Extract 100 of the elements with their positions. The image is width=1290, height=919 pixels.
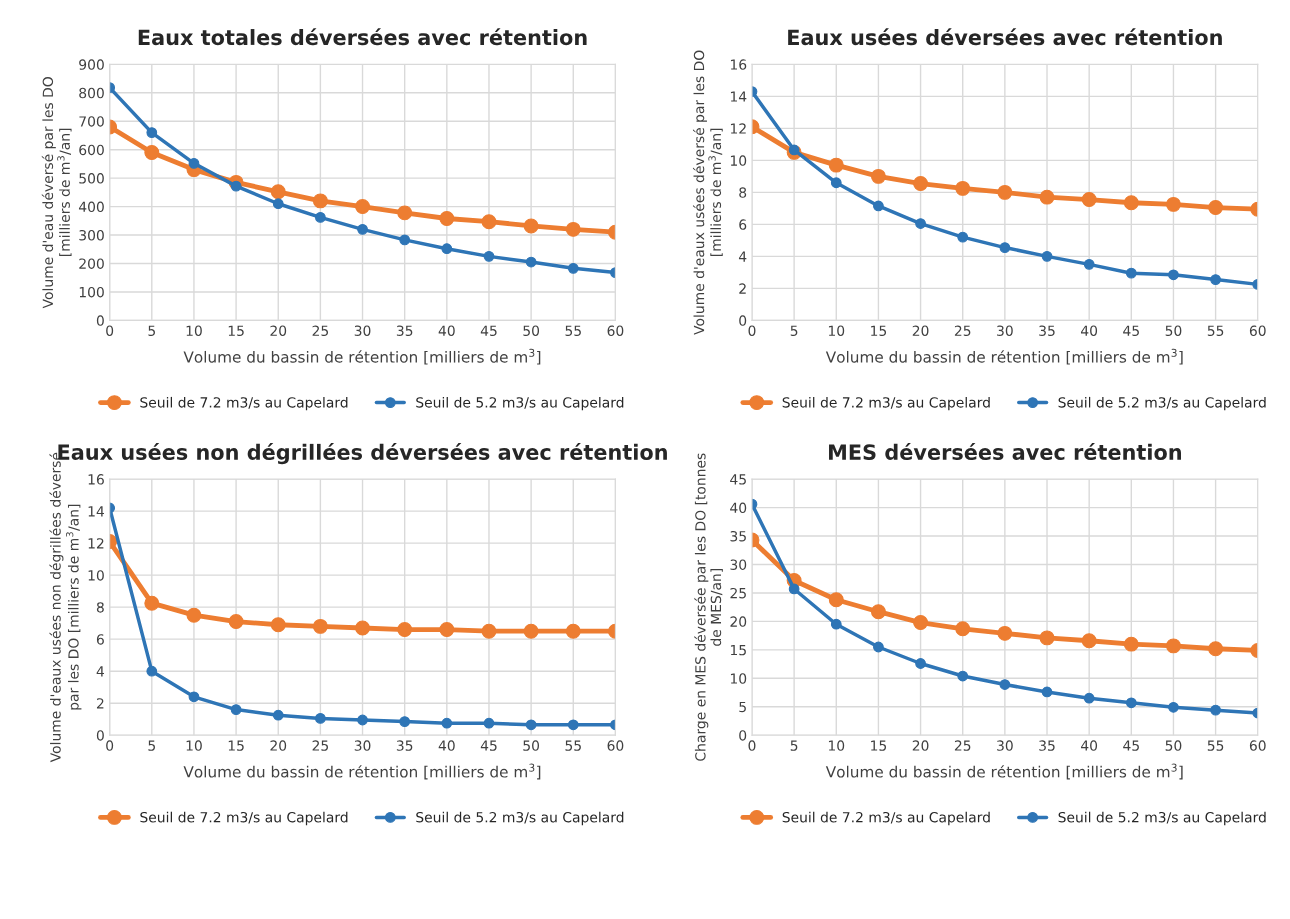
x-tick-label: 45 — [1123, 325, 1139, 336]
y-tick-label: 30 — [730, 559, 747, 570]
y-tick-label: 14 — [88, 506, 105, 517]
y-tick-label: 8 — [96, 602, 104, 613]
point — [397, 205, 413, 221]
point — [828, 592, 844, 608]
x-tick-label: 20 — [912, 325, 929, 336]
y-tick-label: 600 — [79, 144, 104, 156]
point — [270, 184, 286, 200]
x-tick-label: 35 — [396, 325, 413, 336]
point — [483, 717, 495, 729]
y-tick-label: 4 — [96, 666, 105, 677]
y-tick-label: 45 — [730, 474, 746, 485]
x-tick-label: 0 — [106, 325, 114, 336]
x-axis-title: Volume du bassin de rétention [milliers de m$^{3}$] — [825, 348, 1183, 365]
y-tick-label: 16 — [88, 474, 104, 485]
point — [230, 180, 242, 192]
x-tick-label: 25 — [312, 325, 329, 336]
x-tick-label: 30 — [354, 325, 371, 336]
y-tick-label: 6 — [96, 634, 104, 645]
x-tick-label: 20 — [912, 740, 929, 751]
point — [915, 658, 926, 669]
point — [788, 144, 800, 156]
point — [230, 704, 242, 715]
y-tick-label: 4 — [738, 251, 747, 262]
point — [1168, 701, 1179, 713]
x-tick-label: 40 — [438, 740, 455, 751]
x-tick-label: 5 — [790, 325, 798, 336]
point — [1081, 633, 1097, 649]
x-tick-label: 60 — [1249, 325, 1266, 336]
x-tick-label: 55 — [1207, 325, 1224, 336]
x-tick-label: 10 — [186, 325, 202, 336]
y-tick-label: 800 — [79, 87, 104, 99]
point — [1125, 267, 1137, 279]
chart-title: Eaux totales déversées avec rétention — [138, 28, 587, 46]
point — [1123, 636, 1139, 652]
y-axis-title: Charge en MES déversée par les DO [tonnes de MES/an] — [694, 453, 723, 761]
y-tick-label: 300 — [79, 230, 104, 241]
point — [1168, 269, 1179, 281]
x-tick-label: 60 — [1249, 740, 1266, 751]
y-tick-label: 8 — [739, 187, 747, 198]
y-tick-label: 16 — [730, 59, 747, 70]
point — [312, 618, 328, 634]
x-tick-label: 20 — [270, 325, 287, 336]
point — [1039, 189, 1055, 205]
point — [1081, 192, 1097, 208]
chart-title: Eaux usées déversées avec rétention — [788, 28, 1222, 46]
y-tick-label: 200 — [79, 258, 104, 269]
y-tick-label: 40 — [730, 502, 747, 514]
x-tick-label: 40 — [438, 325, 455, 336]
point — [146, 127, 158, 138]
y-tick-label: 15 — [730, 645, 746, 656]
x-tick-label: 10 — [186, 740, 202, 751]
y-tick-label: 2 — [96, 698, 104, 709]
chart-title: MES déversées avec rétention — [829, 443, 1181, 460]
point — [441, 243, 453, 255]
y-tick-label: 400 — [78, 201, 104, 213]
x-tick-label: 0 — [106, 740, 114, 751]
x-axis-title: Volume du bassin de rétention [milliers de m$^{3}$] — [183, 348, 541, 365]
point — [1083, 258, 1095, 270]
legend-label: Seuil de 5.2 m3/s au Capelard — [416, 811, 624, 826]
y-tick-label: 14 — [730, 91, 747, 102]
x-tick-label: 55 — [565, 740, 581, 751]
y-tick-label: 100 — [79, 286, 104, 298]
point — [188, 691, 200, 703]
x-tick-label: 45 — [480, 325, 497, 336]
x-tick-label: 10 — [828, 740, 845, 751]
y-tick-label: 25 — [730, 587, 746, 599]
point — [999, 679, 1011, 690]
point — [523, 218, 539, 234]
point — [915, 218, 926, 229]
point — [1208, 641, 1224, 657]
point — [188, 157, 200, 169]
x-tick-label: 25 — [954, 325, 971, 336]
x-tick-label: 0 — [748, 740, 756, 751]
point — [955, 180, 971, 196]
x-tick-label: 60 — [607, 325, 624, 336]
point — [312, 193, 328, 209]
point — [957, 670, 969, 682]
y-tick-label: 0 — [96, 730, 104, 741]
point — [355, 620, 370, 636]
point — [144, 595, 160, 611]
point — [1210, 704, 1221, 716]
x-tick-label: 50 — [523, 325, 540, 336]
point — [870, 168, 886, 184]
x-tick-label: 50 — [523, 740, 540, 751]
point — [525, 256, 537, 268]
x-axis-title: Volume du bassin de rétention [milliers de m$^{3}$] — [183, 763, 541, 780]
point — [399, 716, 411, 727]
point — [830, 177, 842, 189]
point — [828, 157, 844, 173]
x-tick-label: 25 — [954, 740, 971, 751]
legend-label: Seuil de 5.2 m3/s au Capelard — [1058, 811, 1266, 826]
point — [830, 618, 842, 630]
point — [355, 199, 370, 215]
y-tick-label: 700 — [79, 116, 104, 127]
point — [870, 604, 886, 620]
legend-label: Seuil de 5.2 m3/s au Capelard — [416, 396, 624, 411]
legend-label: Seuil de 7.2 m3/s au Capelard — [140, 396, 348, 411]
y-tick-label: 500 — [79, 173, 104, 184]
